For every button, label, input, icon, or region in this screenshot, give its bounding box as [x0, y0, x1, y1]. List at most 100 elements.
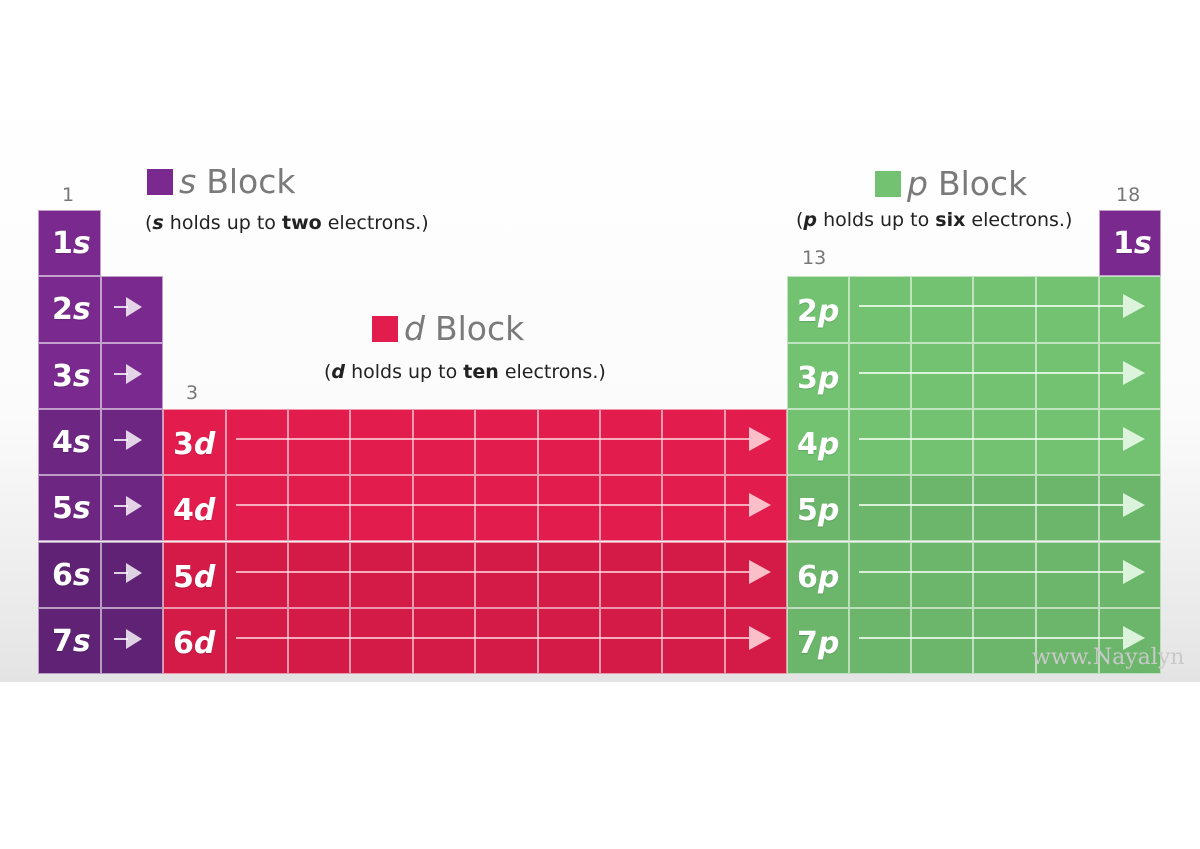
p-cell	[1036, 276, 1099, 343]
d-cell	[288, 475, 350, 542]
p-arrow-line	[859, 570, 1123, 573]
d-cell	[413, 475, 475, 542]
s-cell	[38, 541, 101, 608]
d-cell	[600, 475, 662, 542]
s-block-title: s Block	[147, 162, 295, 201]
p-cell	[911, 276, 973, 343]
d-cell	[226, 408, 288, 476]
he-orbital-label: 1s	[1113, 226, 1152, 261]
d-block-letter: d	[404, 309, 425, 348]
p-cell	[787, 475, 849, 542]
group-label-13: 13	[802, 247, 827, 269]
s-orbital-label: 2s	[52, 292, 91, 328]
s-cell	[38, 276, 101, 343]
p-cell	[973, 276, 1036, 343]
p-arrow-line	[859, 371, 1123, 374]
s-arrow-head	[126, 297, 142, 318]
d-cell	[662, 408, 725, 476]
s-orbital-label: 4s	[52, 424, 91, 460]
d-orbital-label: 5d	[173, 559, 216, 595]
d-orbital-label: 4d	[173, 493, 216, 529]
s-cell	[38, 475, 101, 542]
s-block-word: Block	[206, 162, 296, 201]
p-cell	[1036, 342, 1099, 409]
d-cell	[475, 408, 538, 476]
p-block-letter: p	[907, 164, 928, 203]
p-cell	[787, 541, 849, 608]
s-arrow-head	[126, 496, 142, 517]
s-arrow-head	[126, 628, 142, 649]
d-cell	[600, 408, 662, 476]
p-cell	[849, 408, 911, 476]
p-block-caption: (p holds up to six electrons.)	[796, 209, 1073, 231]
p-cell	[973, 541, 1036, 608]
d-arrow-line	[236, 570, 749, 573]
s-cell	[38, 408, 101, 476]
p-arrow-head	[1123, 493, 1145, 518]
d-cell	[226, 475, 288, 542]
s-arrow-head	[126, 562, 142, 583]
p-cell	[911, 607, 973, 675]
p-orbital-label: 6p	[797, 559, 840, 595]
p-orbital-label: 4p	[797, 426, 840, 462]
d-cell	[662, 607, 725, 675]
s-cell	[101, 541, 163, 608]
s-orbital-label: 6s	[52, 557, 91, 593]
p-cell	[1099, 541, 1161, 608]
d-cell	[413, 408, 475, 476]
d-cell	[226, 541, 288, 608]
d-cell	[163, 475, 226, 542]
d-orbital-label: 3d	[173, 426, 216, 462]
p-cell	[787, 607, 849, 675]
p-cell	[787, 342, 849, 409]
d-cell	[662, 475, 725, 542]
d-cell	[600, 541, 662, 608]
p-cell	[849, 607, 911, 675]
p-cell	[1036, 408, 1099, 476]
d-cell	[475, 475, 538, 542]
d-block-caption: (d holds up to ten electrons.)	[324, 361, 606, 383]
p-cell	[973, 342, 1036, 409]
d-block-title: d Block	[372, 309, 524, 348]
d-block-word: Block	[434, 309, 525, 348]
p-orbital-label: 5p	[797, 493, 840, 529]
p-cell	[973, 607, 1036, 675]
d-arrow-line	[236, 504, 749, 507]
d-orbital-label: 6d	[173, 625, 216, 661]
d-cell	[662, 541, 725, 608]
d-arrow-head	[749, 625, 771, 650]
d-arrow-line	[236, 438, 749, 441]
he-cell	[1099, 210, 1161, 277]
d-cell	[413, 607, 475, 675]
group-label-3: 3	[186, 382, 199, 404]
p-orbital-label: 7p	[797, 625, 840, 661]
d-cell	[725, 408, 787, 476]
s-arrow-line	[114, 571, 128, 574]
s-block-caption: (s holds up to two electrons.)	[145, 212, 429, 234]
d-cell	[163, 607, 226, 675]
s-orbital-label: 5s	[52, 491, 91, 527]
p-cell	[911, 541, 973, 608]
d-cell	[163, 408, 226, 476]
p-block-title: p Block	[875, 164, 1027, 203]
p-arrow-line	[859, 636, 1123, 639]
d-arrow-head	[749, 493, 771, 518]
d-cell	[538, 408, 600, 476]
s-block-swatch	[147, 168, 173, 195]
p-arrow-head	[1123, 427, 1145, 452]
p-cell	[911, 475, 973, 542]
d-cell	[538, 475, 600, 542]
d-cell	[350, 541, 413, 608]
group-label-18: 18	[1116, 184, 1141, 206]
d-cell	[475, 541, 538, 608]
p-cell	[1036, 475, 1099, 542]
d-cell	[288, 541, 350, 608]
s-arrow-line	[114, 306, 128, 309]
p-cell	[973, 475, 1036, 542]
d-cell	[350, 607, 413, 675]
p-block-swatch	[875, 170, 901, 197]
p-cell	[973, 408, 1036, 476]
watermark: www.Nayalyn	[1032, 645, 1185, 670]
d-cell	[538, 541, 600, 608]
